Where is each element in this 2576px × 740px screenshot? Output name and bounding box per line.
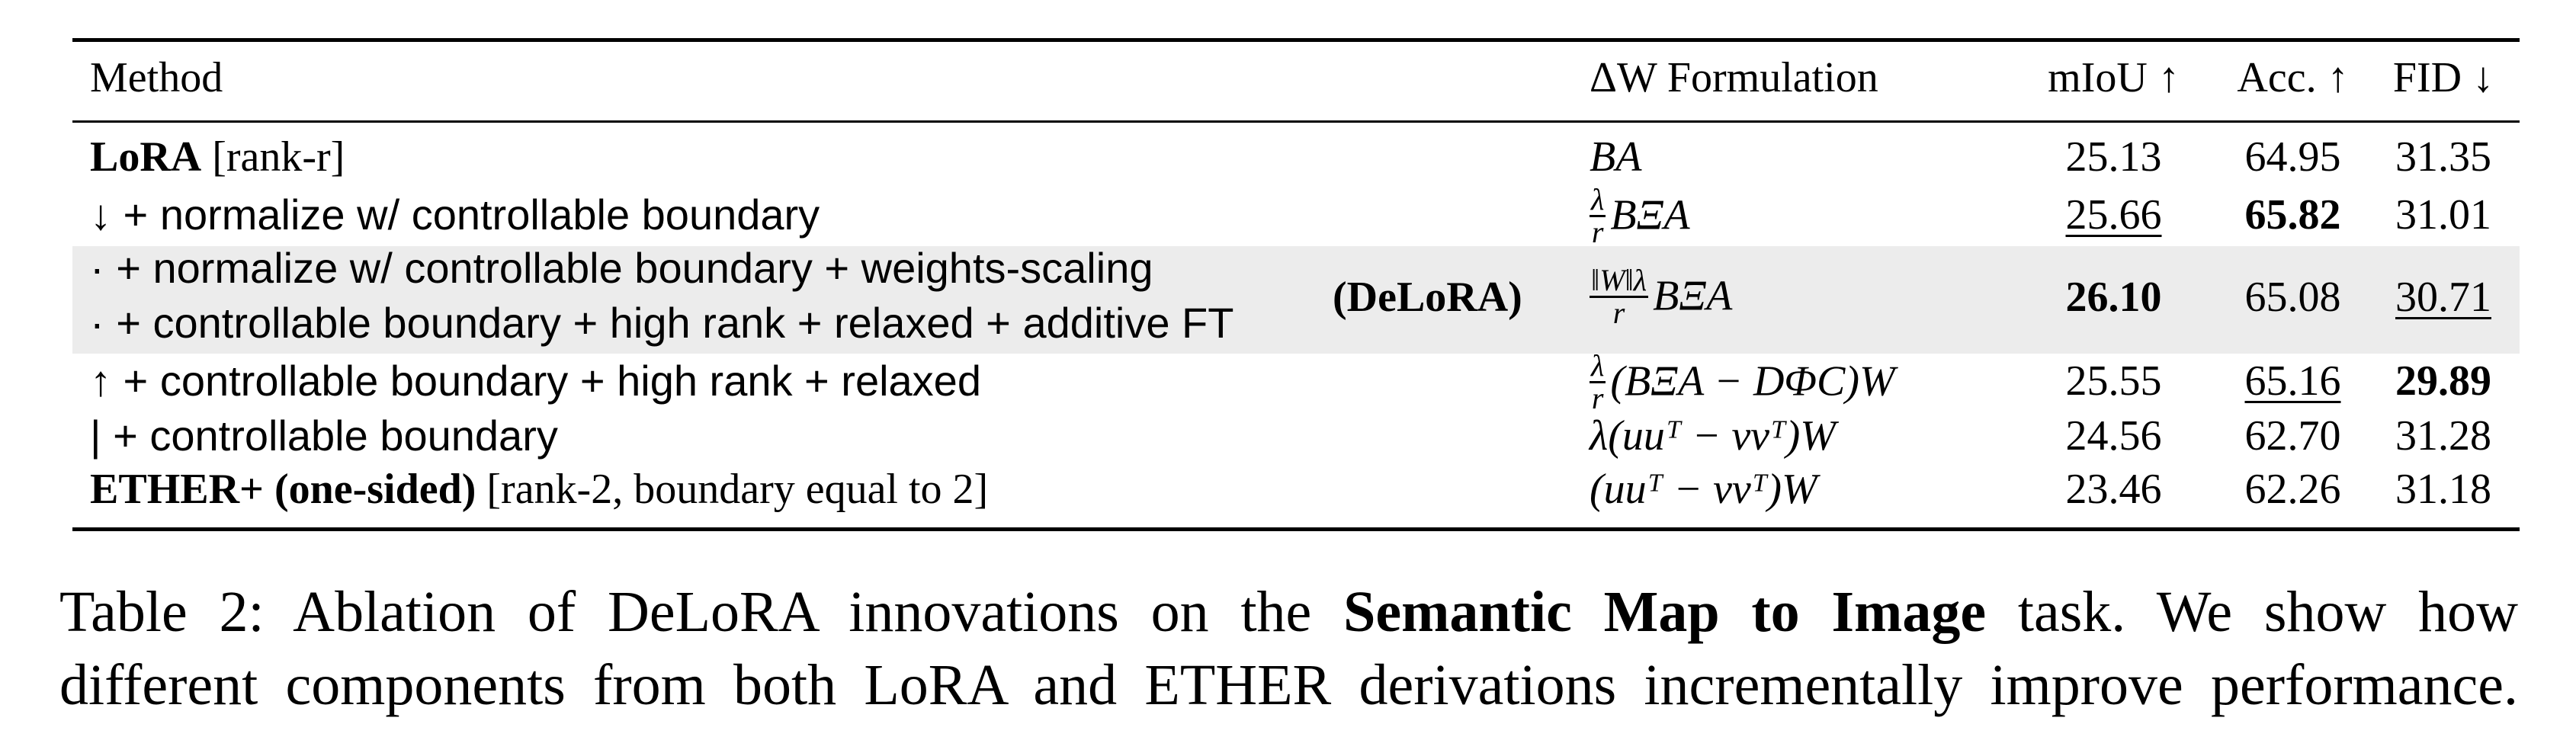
fraction-numerator: λ [1590,348,1606,383]
caption-line-1: Table 2: Ablation of DeLoRA innovations … [59,575,2518,649]
bold-value: 26.10 [2065,274,2162,321]
method-detail: [rank-r] [201,133,345,181]
table-row-normalize-miou: 25.66 [2024,191,2203,239]
table-caption: Table 2: Ablation of DeLoRA innovations … [59,575,2518,722]
table-row-lora-method: LoRA [rank-r] [90,133,345,181]
table-row-boundary-method: | + controllable boundary [90,412,558,460]
table-row-ether-fid: 31.18 [2395,466,2491,513]
table-row-delora-miou: 26.10 [2024,273,2203,322]
fraction-denominator: r [1591,215,1604,249]
table-row-relaxed-method: ↑ + controllable boundary + high rank + … [90,357,981,405]
method-name: ETHER+ (one-sided) [90,466,476,513]
table-row-delora-method-line1: · + normalize w/ controllable boundary +… [90,244,1153,292]
method-name: LoRA [90,133,202,181]
table-row-lora-formula: BA [1590,133,1642,181]
bold-value: 29.89 [2395,357,2491,405]
table-row-relaxed-formula: λ r (BΞA − DΦC)W [1590,348,1895,417]
formula-body: BΞA [1610,191,1690,239]
formula-body: (BΞA − DΦC)W [1610,357,1895,405]
table-row-boundary-miou: 24.56 [2065,412,2162,460]
table-row-ether-formula: (uuᵀ − vvᵀ)W [1590,466,1817,513]
table-row-delora-fid: 30.71 [2375,273,2512,322]
table-row-delora-formula: ‖W‖λ r BΞA [1590,263,1733,332]
header-fid: FID ↓ [2392,54,2494,101]
table-row-delora-tag: (DeLoRA) [1333,273,1522,322]
formula-body: BΞA [1653,272,1733,320]
underlined-value: 25.66 [2065,191,2162,239]
table-row-boundary-fid: 31.28 [2395,412,2491,460]
table-row-boundary-acc: 62.70 [2244,412,2341,460]
table-row-relaxed-miou: 25.55 [2065,357,2162,405]
table-row-lora-miou: 25.13 [2065,133,2162,181]
table-row-ether-miou: 23.46 [2065,466,2162,513]
underlined-value: 30.71 [2395,274,2491,321]
table-row-delora-acc: 65.08 [2244,274,2341,321]
table-row-lora-fid: 31.35 [2395,133,2491,181]
table-bottom-rule [72,527,2520,531]
table-row-delora-method-line2: · + controllable boundary + high rank + … [90,299,1234,347]
table-row-relaxed-fid: 29.89 [2375,357,2512,405]
delora-tag-text: (DeLoRA) [1333,274,1522,321]
caption-prefix: Table 2: Ablation of DeLoRA innovations … [59,580,1344,644]
table-row-ether-method: ETHER+ (one-sided) [rank-2, boundary equ… [90,465,988,514]
table-row-normalize-method: ↓ + normalize w/ controllable boundary [90,191,820,239]
underlined-value: 65.16 [2244,357,2341,405]
table-row-boundary-formula: λ(uuᵀ − vvᵀ)W [1590,412,1836,460]
fraction-numerator: λ [1590,182,1606,217]
table-top-rule [72,38,2520,42]
header-formulation: ΔW Formulation [1590,54,1878,101]
caption-suffix: task. We show how [1986,580,2518,644]
table-row-normalize-fid: 31.01 [2395,191,2491,239]
caption-line-2: different components from both LoRA and … [59,653,2518,717]
table-row-normalize-acc: 65.82 [2211,191,2375,239]
caption-task-name: Semantic Map to Image [1343,580,1987,644]
table-row-ether-acc: 62.26 [2244,466,2341,513]
table-row-relaxed-acc: 65.16 [2211,357,2375,405]
fraction-denominator: r [1612,296,1625,330]
header-acc: Acc. ↑ [2237,54,2349,101]
header-miou: mIoU ↑ [2048,54,2180,101]
delora-highlight-band [72,246,2520,354]
method-detail: [rank-2, boundary equal to 2] [476,466,989,513]
bold-value: 65.82 [2244,191,2341,239]
table-row-lora-acc: 64.95 [2244,133,2341,181]
table-row-normalize-formula: λ r BΞA [1590,182,1690,251]
table-header-rule [72,120,2520,123]
header-method: Method [90,54,223,101]
fraction-numerator: ‖W‖λ [1590,263,1649,298]
fraction-denominator: r [1591,381,1604,415]
